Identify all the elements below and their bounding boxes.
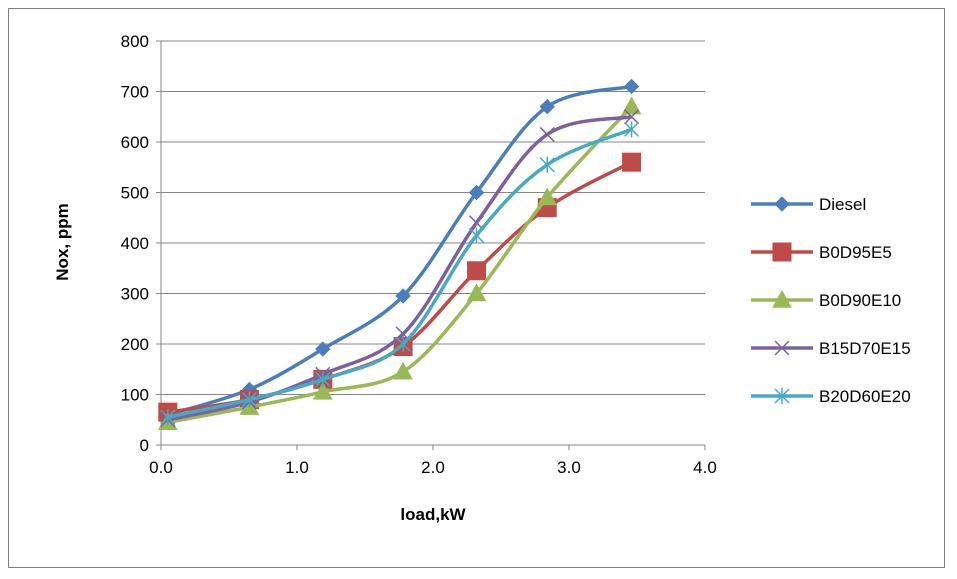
legend-item: Diesel: [751, 195, 866, 214]
data-point: [315, 341, 331, 357]
y-tick-label: 100: [121, 386, 149, 405]
x-tick-label: 1.0: [285, 458, 309, 477]
data-point: [624, 121, 640, 138]
data-point: [395, 288, 411, 304]
x-tick-label: 3.0: [557, 458, 581, 477]
series-line: [167, 84, 632, 417]
x-tick-label: 0.0: [149, 458, 173, 477]
legend-item: B0D90E10: [751, 289, 901, 310]
series-lines: [157, 78, 642, 430]
legend-marker: [772, 289, 792, 308]
x-tick-labels: 0.0 1.0 2.0 3.0 4.0: [149, 458, 717, 477]
data-point: [315, 371, 331, 388]
legend-marker: [772, 242, 792, 262]
data-point: [160, 409, 176, 426]
legend: Diesel B0D95E5 B0D90E10 B15D70E15 B20D60E20: [751, 195, 911, 406]
series-b0d95e5: [158, 152, 642, 422]
legend-marker: [774, 340, 790, 356]
data-point: [467, 261, 487, 281]
legend-item: B15D70E15: [751, 339, 911, 358]
legend-marker: [774, 388, 790, 404]
data-point: [241, 391, 257, 408]
legend-label: B20D60E20: [819, 387, 911, 406]
y-tick-label: 0: [140, 436, 149, 455]
data-point: [312, 381, 333, 400]
y-tick-label: 200: [121, 335, 149, 354]
y-axis-title: Nox, ppm: [53, 203, 72, 280]
marker-stroke: [539, 126, 555, 142]
y-tick-labels: 0 100 200 300 400 500 600 700 800: [121, 32, 149, 455]
axes: [156, 40, 706, 450]
data-point: [539, 98, 555, 115]
legend-label: B15D70E15: [819, 339, 911, 358]
data-point: [395, 336, 411, 352]
data-point: [624, 109, 640, 125]
y-tick-label: 800: [121, 32, 149, 51]
data-point: [621, 96, 642, 115]
x-tick-label: 4.0: [693, 458, 717, 477]
data-point: [622, 152, 642, 172]
y-tick-label: 300: [121, 285, 149, 304]
series-b0d90e10: [157, 96, 642, 430]
y-tick-label: 400: [121, 234, 149, 253]
data-point: [468, 184, 485, 201]
data-point: [468, 227, 485, 244]
marker-stroke: [624, 109, 640, 125]
data-point: [539, 126, 555, 142]
data-point: [393, 361, 413, 380]
gridlines: [161, 40, 705, 395]
x-tick-label: 2.0: [421, 458, 445, 477]
marker-stroke: [774, 340, 790, 356]
legend-item: B20D60E20: [751, 387, 911, 406]
marker-stroke: [468, 215, 485, 231]
data-point: [466, 283, 487, 302]
data-point: [537, 187, 558, 206]
legend-label: B0D90E10: [819, 291, 901, 310]
legend-label: Diesel: [819, 195, 866, 214]
x-axis-title: load,kW: [400, 505, 466, 524]
data-point: [623, 78, 640, 95]
y-tick-label: 700: [121, 83, 149, 102]
data-point: [539, 156, 555, 173]
y-tick-label: 600: [121, 133, 149, 152]
y-tick-label: 500: [121, 184, 149, 203]
legend-marker: [774, 196, 790, 212]
legend-item: B0D95E5: [751, 242, 892, 262]
series-b20d60e20: [160, 121, 640, 426]
legend-label: B0D95E5: [819, 243, 892, 262]
